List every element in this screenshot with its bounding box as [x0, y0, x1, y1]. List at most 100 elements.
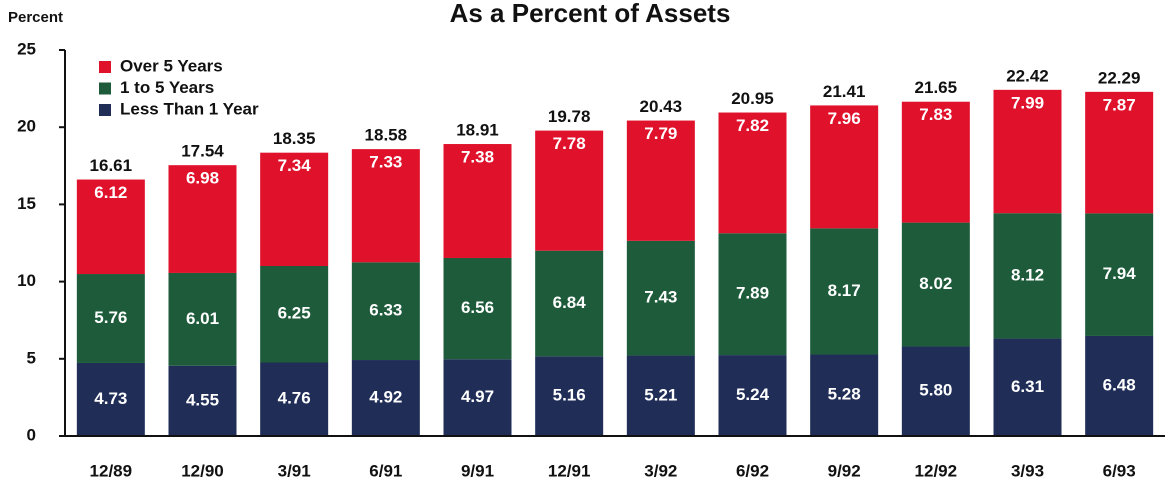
- bar-segment: [443, 144, 512, 258]
- y-tick-label: 5: [27, 348, 36, 367]
- x-tick-label: 6/93: [1103, 461, 1136, 480]
- data-label: 5.28: [828, 385, 861, 404]
- total-label: 20.43: [640, 97, 683, 116]
- data-label: 5.16: [553, 386, 586, 405]
- data-label: 6.01: [186, 309, 219, 328]
- total-label: 16.61: [90, 156, 133, 175]
- bar-segment: [351, 149, 420, 263]
- total-label: 20.95: [731, 89, 774, 108]
- data-label: 5.80: [919, 381, 952, 400]
- x-tick-label: 9/92: [828, 461, 861, 480]
- data-label: 8.02: [919, 274, 952, 293]
- x-tick-label: 6/91: [369, 461, 402, 480]
- total-label: 18.35: [273, 129, 316, 148]
- data-label: 4.97: [461, 387, 494, 406]
- data-label: 4.92: [369, 388, 402, 407]
- data-label: 7.78: [553, 134, 586, 153]
- x-tick-label: 3/93: [1011, 461, 1044, 480]
- data-label: 7.83: [919, 105, 952, 124]
- bar-segment: [260, 152, 329, 267]
- total-label: 17.54: [181, 142, 224, 161]
- bar-segment: [718, 355, 787, 436]
- bar-segment: [810, 105, 879, 229]
- bar-segment: [626, 355, 695, 436]
- total-label: 21.65: [915, 78, 958, 97]
- data-label: 7.34: [278, 156, 312, 175]
- data-label: 6.31: [1011, 377, 1044, 396]
- y-axis-label: Percent: [8, 9, 63, 26]
- x-tick-label: 12/92: [915, 461, 958, 480]
- bar-segment: [718, 112, 787, 234]
- bar-segment: [76, 179, 145, 275]
- data-label: 6.33: [369, 301, 402, 320]
- bar-segment: [993, 89, 1062, 214]
- bar-segment: [260, 266, 329, 363]
- data-label: 7.96: [828, 109, 861, 128]
- bar-segment: [351, 262, 420, 361]
- bar-segment: [76, 362, 145, 436]
- bar-segment: [535, 356, 604, 436]
- data-label: 7.43: [644, 288, 677, 307]
- total-label: 21.41: [823, 82, 866, 101]
- y-tick-label: 20: [17, 117, 36, 136]
- data-label: 8.12: [1011, 265, 1044, 284]
- bar-segment: [901, 346, 970, 436]
- bar-segment: [901, 222, 970, 347]
- x-tick-label: 9/91: [461, 461, 494, 480]
- bar-segment: [443, 257, 512, 360]
- data-label: 7.99: [1011, 93, 1044, 112]
- data-label: 6.12: [94, 183, 127, 202]
- data-label: 5.76: [94, 308, 127, 327]
- data-label: 6.25: [278, 304, 311, 323]
- bar-segment: [260, 362, 329, 436]
- data-label: 7.89: [736, 284, 769, 303]
- data-label: 7.94: [1103, 264, 1137, 283]
- total-label: 19.78: [548, 107, 591, 126]
- legend-swatch: [99, 104, 111, 116]
- data-label: 6.98: [186, 169, 219, 188]
- data-label: 4.76: [278, 389, 311, 408]
- chart-title: As a Percent of Assets: [450, 0, 731, 28]
- total-label: 18.91: [456, 121, 499, 140]
- data-label: 4.55: [186, 390, 219, 409]
- y-tick-label: 0: [27, 425, 36, 444]
- bar-segment: [810, 228, 879, 355]
- bar-segment: [168, 165, 237, 273]
- bar-segment: [1085, 213, 1154, 336]
- data-label: 7.87: [1103, 95, 1136, 114]
- bar-segment: [901, 101, 970, 223]
- data-label: 6.48: [1103, 375, 1136, 394]
- data-label: 7.38: [461, 148, 494, 167]
- data-label: 7.79: [644, 124, 677, 143]
- legend-swatch: [99, 82, 111, 95]
- bar-segment: [168, 365, 237, 436]
- bar-segment: [351, 360, 420, 436]
- y-tick-label: 10: [17, 271, 36, 290]
- y-tick-label: 15: [17, 194, 36, 213]
- data-label: 5.24: [736, 385, 770, 404]
- x-tick-label: 12/89: [90, 461, 133, 480]
- bar-segment: [168, 272, 237, 366]
- legend-swatch: [99, 61, 111, 73]
- x-tick-label: 3/91: [278, 461, 311, 480]
- bar-segment: [535, 130, 604, 251]
- y-tick-label: 25: [17, 39, 36, 58]
- bar-segment: [1085, 91, 1154, 214]
- x-tick-label: 12/90: [181, 461, 224, 480]
- data-label: 6.84: [553, 293, 587, 312]
- data-label: 5.21: [644, 385, 677, 404]
- data-label: 7.82: [736, 116, 769, 135]
- bar-segment: [626, 120, 695, 241]
- total-label: 18.58: [365, 126, 408, 145]
- total-label: 22.29: [1098, 68, 1141, 87]
- x-tick-label: 3/92: [644, 461, 677, 480]
- x-tick-label: 6/92: [736, 461, 769, 480]
- legend-label: 1 to 5 Years: [120, 78, 214, 97]
- bar-segment: [1085, 335, 1154, 436]
- bar-segment: [810, 354, 879, 436]
- bar-segment: [626, 240, 695, 356]
- bar-segment: [993, 213, 1062, 339]
- bar-segment: [443, 359, 512, 436]
